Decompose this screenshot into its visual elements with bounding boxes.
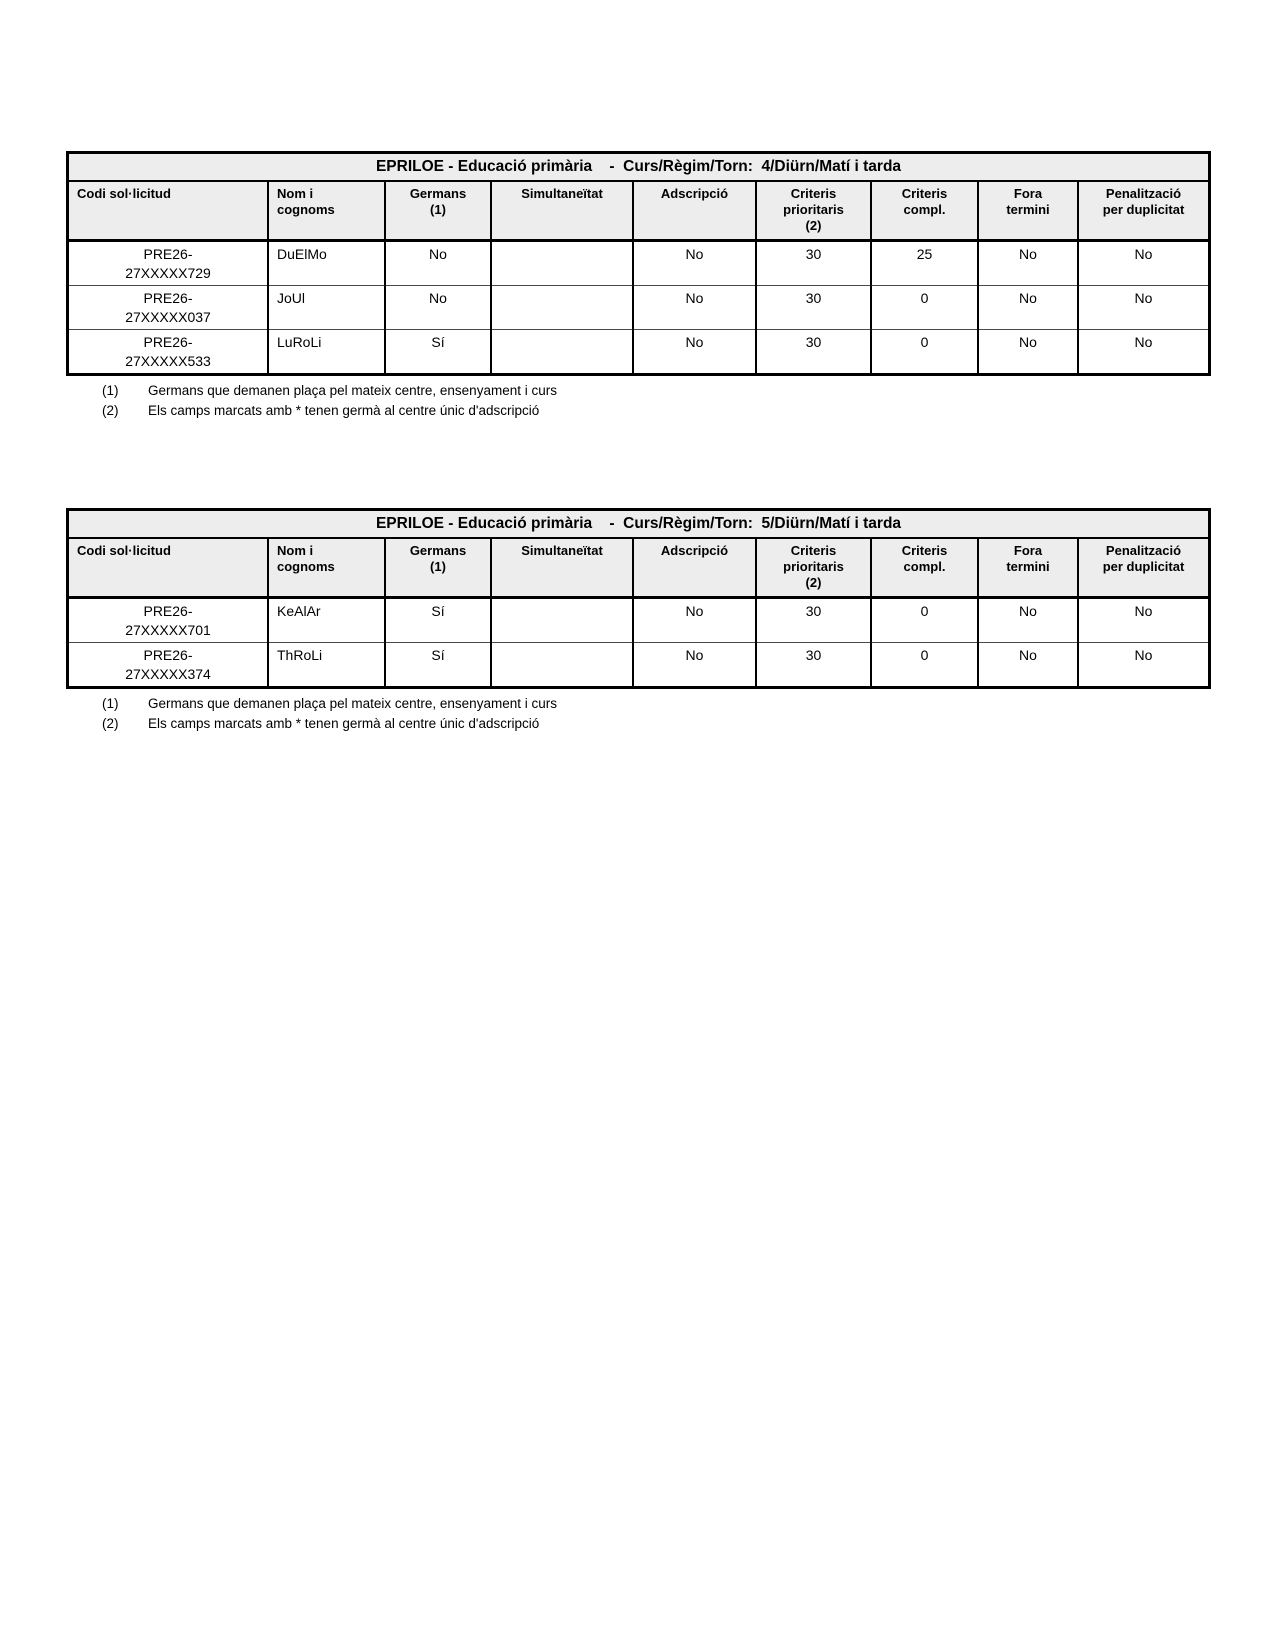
cell-criteris-compl: 0 [870, 329, 978, 373]
footnote-marker: (1) [102, 383, 119, 398]
cell-germans: No [384, 240, 491, 286]
table-row: PRE26- 27XXXXX533 LuRoLi Sí No 30 0 No N… [69, 329, 1208, 373]
cell-codi: PRE26- 27XXXXX701 [69, 597, 268, 643]
header-row: Codi sol·licitud Nom i cognoms Germans (… [69, 539, 1208, 599]
table-title: EPRILOE - Educació primària - Curs/Règim… [69, 154, 1208, 182]
col-header-germans: Germans (1) [384, 182, 491, 242]
admissions-table: Codi sol·licitud Nom i cognoms Germans (… [69, 539, 1208, 686]
col-header-criteris-prioritaris: Criteris prioritaris (2) [755, 182, 871, 242]
table-block-curs-5: EPRILOE - Educació primària - Curs/Règim… [66, 508, 1211, 734]
footnote: (2) Els camps marcats amb * tenen germà … [102, 401, 1211, 421]
table-row: PRE26- 27XXXXX701 KeAlAr Sí No 30 0 No N… [69, 597, 1208, 643]
table-curs-5: EPRILOE - Educació primària - Curs/Règim… [66, 508, 1211, 689]
cell-codi: PRE26- 27XXXXX037 [69, 285, 268, 330]
header-row: Codi sol·licitud Nom i cognoms Germans (… [69, 182, 1208, 242]
cell-nom: DuElMo [267, 240, 385, 286]
cell-criteris-prioritaris: 30 [755, 329, 871, 373]
cell-germans: Sí [384, 329, 491, 373]
cell-criteris-compl: 0 [870, 285, 978, 330]
cell-fora-termini: No [977, 285, 1078, 330]
cell-adscripcio: No [632, 285, 756, 330]
cell-nom: ThRoLi [267, 642, 385, 686]
col-header-nom-i-cognoms: Nom i cognoms [267, 539, 385, 599]
footnotes: (1) Germans que demanen plaça pel mateix… [102, 694, 1211, 734]
col-header-criteris-compl: Criteris compl. [870, 182, 978, 242]
cell-criteris-prioritaris: 30 [755, 240, 871, 286]
col-header-criteris-prioritaris: Criteris prioritaris (2) [755, 539, 871, 599]
cell-fora-termini: No [977, 642, 1078, 686]
table-title: EPRILOE - Educació primària - Curs/Règim… [69, 511, 1208, 539]
table-row: PRE26- 27XXXXX037 JoUl No No 30 0 No No [69, 285, 1208, 330]
col-header-adscripcio: Adscripció [632, 182, 756, 242]
cell-codi: PRE26- 27XXXXX729 [69, 240, 268, 286]
cell-nom: KeAlAr [267, 597, 385, 643]
cell-simultaneitat [490, 240, 633, 286]
cell-criteris-compl: 25 [870, 240, 978, 286]
cell-criteris-prioritaris: 30 [755, 642, 871, 686]
cell-adscripcio: No [632, 240, 756, 286]
col-header-fora-termini: Fora termini [977, 182, 1078, 242]
cell-criteris-prioritaris: 30 [755, 597, 871, 643]
col-header-adscripcio: Adscripció [632, 539, 756, 599]
col-header-penalitzacio: Penalització per duplicitat [1077, 539, 1208, 599]
table-curs-4: EPRILOE - Educació primària - Curs/Règim… [66, 151, 1211, 376]
col-header-nom-i-cognoms: Nom i cognoms [267, 182, 385, 242]
table-block-curs-4: EPRILOE - Educació primària - Curs/Règim… [66, 151, 1211, 421]
cell-nom: LuRoLi [267, 329, 385, 373]
cell-codi: PRE26- 27XXXXX533 [69, 329, 268, 373]
cell-simultaneitat [490, 642, 633, 686]
footnotes: (1) Germans que demanen plaça pel mateix… [102, 381, 1211, 421]
cell-penalitzacio: No [1077, 285, 1208, 330]
footnote-text: Germans que demanen plaça pel mateix cen… [148, 696, 557, 711]
cell-germans: No [384, 285, 491, 330]
col-header-simultaneitat: Simultaneïtat [490, 182, 633, 242]
cell-adscripcio: No [632, 642, 756, 686]
cell-simultaneitat [490, 329, 633, 373]
cell-penalitzacio: No [1077, 240, 1208, 286]
col-header-penalitzacio: Penalització per duplicitat [1077, 182, 1208, 242]
cell-nom: JoUl [267, 285, 385, 330]
cell-codi: PRE26- 27XXXXX374 [69, 642, 268, 686]
cell-criteris-compl: 0 [870, 597, 978, 643]
col-header-germans: Germans (1) [384, 539, 491, 599]
col-header-fora-termini: Fora termini [977, 539, 1078, 599]
cell-penalitzacio: No [1077, 597, 1208, 643]
footnote-text: Els camps marcats amb * tenen germà al c… [148, 403, 540, 418]
cell-fora-termini: No [977, 329, 1078, 373]
footnote-text: Germans que demanen plaça pel mateix cen… [148, 383, 557, 398]
cell-germans: Sí [384, 642, 491, 686]
cell-criteris-compl: 0 [870, 642, 978, 686]
footnote-marker: (2) [102, 716, 119, 731]
cell-fora-termini: No [977, 240, 1078, 286]
table-row: PRE26- 27XXXXX374 ThRoLi Sí No 30 0 No N… [69, 642, 1208, 686]
cell-fora-termini: No [977, 597, 1078, 643]
col-header-criteris-compl: Criteris compl. [870, 539, 978, 599]
cell-simultaneitat [490, 285, 633, 330]
footnote-marker: (1) [102, 696, 119, 711]
admissions-table: Codi sol·licitud Nom i cognoms Germans (… [69, 182, 1208, 373]
footnote: (2) Els camps marcats amb * tenen germà … [102, 714, 1211, 734]
cell-adscripcio: No [632, 329, 756, 373]
cell-penalitzacio: No [1077, 642, 1208, 686]
table-row: PRE26- 27XXXXX729 DuElMo No No 30 25 No … [69, 240, 1208, 286]
footnote: (1) Germans que demanen plaça pel mateix… [102, 694, 1211, 714]
col-header-simultaneitat: Simultaneïtat [490, 539, 633, 599]
cell-penalitzacio: No [1077, 329, 1208, 373]
footnote: (1) Germans que demanen plaça pel mateix… [102, 381, 1211, 401]
footnote-marker: (2) [102, 403, 119, 418]
col-header-codi-sollicitud: Codi sol·licitud [69, 539, 268, 599]
cell-simultaneitat [490, 597, 633, 643]
footnote-text: Els camps marcats amb * tenen germà al c… [148, 716, 540, 731]
cell-criteris-prioritaris: 30 [755, 285, 871, 330]
cell-adscripcio: No [632, 597, 756, 643]
col-header-codi-sollicitud: Codi sol·licitud [69, 182, 268, 242]
cell-germans: Sí [384, 597, 491, 643]
